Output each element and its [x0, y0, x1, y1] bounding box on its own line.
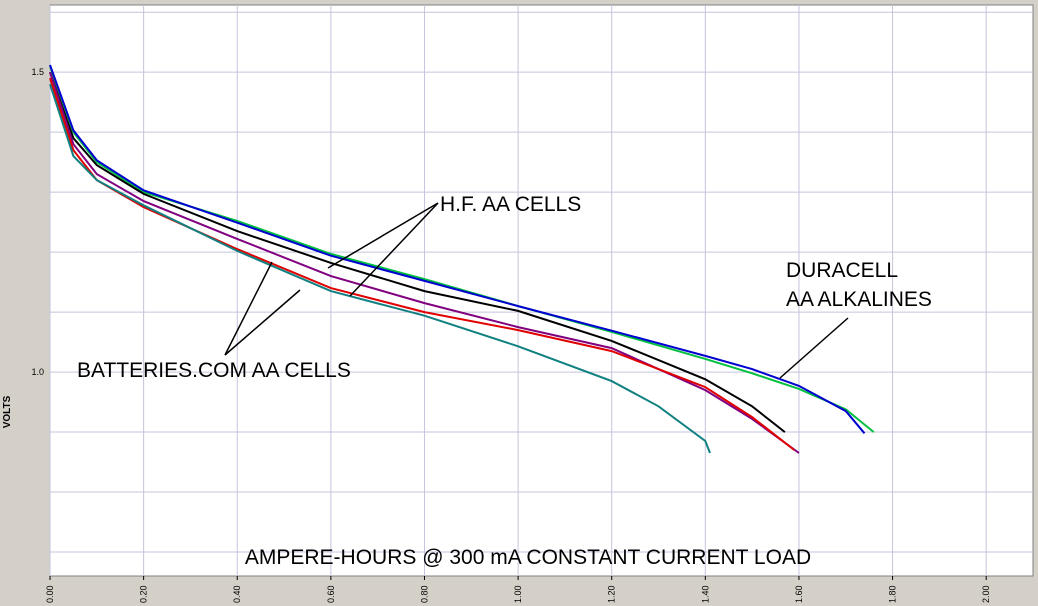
leader-line	[349, 202, 439, 297]
x-tick-label: 0.00	[45, 585, 55, 603]
annotation: H.F. AA CELLS	[440, 193, 581, 216]
annotation: DURACELL	[786, 259, 898, 282]
x-tick-label: 1.40	[700, 585, 710, 603]
annotation: BATTERIES.COM AA CELLS	[77, 359, 351, 382]
y-tick-label: 1.0	[31, 367, 44, 377]
leader-line	[224, 289, 301, 356]
x-axis-label: AMPERE-HOURS @ 300 mA CONSTANT CURRENT L…	[245, 546, 811, 569]
x-tick-label: 2.00	[981, 585, 991, 603]
leader-line	[224, 261, 273, 356]
x-tick-label: 1.00	[513, 585, 523, 603]
x-tick-label: 1.80	[888, 585, 898, 603]
x-tick-label: 0.40	[232, 585, 242, 603]
data-line	[49, 71, 800, 454]
y-axis-label: VOLTS	[2, 395, 13, 428]
x-tick-label: 1.20	[607, 585, 617, 603]
leader-line	[779, 317, 849, 379]
data-line	[49, 71, 786, 433]
leader-lines	[224, 202, 849, 379]
y-tick-label: 1.5	[31, 67, 44, 77]
x-tick-label: 0.20	[139, 585, 149, 603]
leader-line	[327, 202, 439, 269]
x-tick-label: 0.60	[326, 585, 336, 603]
x-tick-label: 0.80	[419, 585, 429, 603]
data-line	[49, 64, 866, 434]
plot-area	[49, 4, 1034, 577]
data-line	[49, 83, 711, 454]
x-tick-label: 1.60	[794, 585, 804, 603]
annotation: AA ALKALINES	[786, 288, 932, 311]
